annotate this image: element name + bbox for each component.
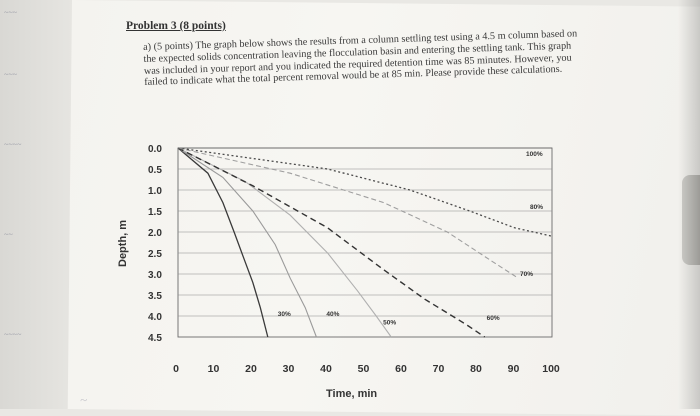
bleed-through-scribble: ~~ xyxy=(4,230,13,239)
x-tick-label: 100 xyxy=(542,363,560,375)
x-tick-label: 70 xyxy=(433,363,445,375)
series-line-80pct xyxy=(177,147,553,237)
problem-title: Problem 3 (8 points) xyxy=(126,20,226,32)
bleed-through-scribble: ~~~~ xyxy=(4,140,22,149)
x-tick-label: 0 xyxy=(173,363,179,375)
iso-removal-label: 100% xyxy=(526,151,543,158)
series-line-40pct xyxy=(177,147,317,338)
x-tick-label: 40 xyxy=(320,363,332,375)
bleed-through-handwriting: ~ xyxy=(80,392,88,407)
x-tick-label: 50 xyxy=(358,363,370,375)
y-tick-label: 4.0 xyxy=(148,312,162,323)
y-tick-label: 4.5 xyxy=(148,333,162,344)
x-tick-label: 90 xyxy=(508,363,520,375)
y-axis-label: Depth, m xyxy=(117,219,129,267)
background-object xyxy=(682,175,700,265)
series-line-30pct xyxy=(177,147,269,338)
iso-removal-label: 40% xyxy=(326,311,339,318)
y-tick-label: 3.5 xyxy=(148,291,162,302)
background-page-strip: ~~~ ~~~ ~~~~ ~~ ~~~~ xyxy=(0,0,72,409)
y-tick-label: 1.5 xyxy=(148,207,162,218)
y-tick-label: 0.0 xyxy=(148,144,162,155)
y-tick-label: 1.0 xyxy=(148,186,162,197)
x-tick-label: 80 xyxy=(470,363,482,375)
iso-removal-label: 50% xyxy=(383,319,396,326)
iso-removal-label: 60% xyxy=(487,315,500,322)
bleed-through-scribble: ~~~ xyxy=(4,70,17,79)
bleed-through-scribble: ~~~ xyxy=(4,8,17,17)
y-tick-label: 2.5 xyxy=(148,249,162,260)
y-tick-label: 2.0 xyxy=(148,228,162,239)
series-line-60pct xyxy=(177,147,486,338)
x-axis-label: Time, min xyxy=(326,388,378,400)
iso-removal-label: 80% xyxy=(530,204,543,211)
y-tick-label: 3.0 xyxy=(148,270,162,281)
y-tick-label: 0.5 xyxy=(148,165,162,176)
x-tick-label: 10 xyxy=(208,363,220,375)
x-tick-label: 30 xyxy=(283,363,295,375)
x-tick-label: 60 xyxy=(395,363,407,375)
bleed-through-scribble: ~~~~ xyxy=(4,330,22,339)
iso-removal-label: 30% xyxy=(278,311,291,318)
iso-removal-label: 70% xyxy=(520,271,533,278)
series-line-70pct xyxy=(177,147,519,279)
x-tick-label: 20 xyxy=(245,363,257,375)
